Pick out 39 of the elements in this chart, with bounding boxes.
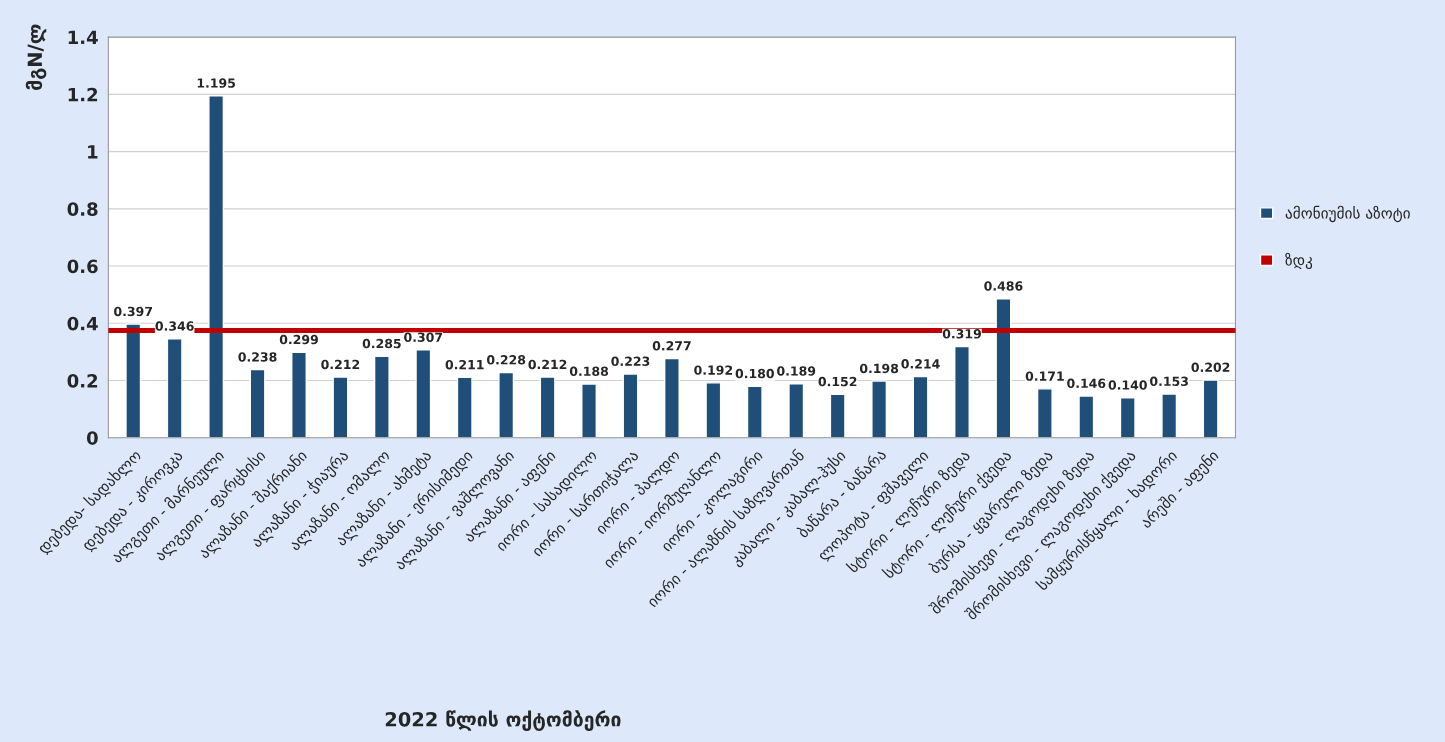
y-tick-label: 0.4 [67,316,98,331]
data-label: 0.486 [984,281,1023,291]
y-tick-label: 1 [88,145,98,159]
data-label: 0.188 [569,366,609,376]
legend-label: ამონიუმის აზოტი [1285,205,1410,223]
y-tick-label: 0.6 [67,259,98,274]
data-label: 0.299 [279,334,318,345]
y-tick-label: 0.8 [67,202,98,216]
data-label: 0.189 [777,366,816,376]
data-label: 0.152 [818,376,857,387]
data-label: 0.212 [528,359,567,370]
y-tick-label: 1.2 [68,87,98,102]
data-label: 0.180 [735,368,774,379]
data-label: 0.228 [487,355,526,365]
data-label: 0.285 [362,338,401,349]
data-label: 0.238 [238,352,277,362]
data-label: 0.223 [611,356,650,366]
legend-label: ზდკ [1285,252,1313,270]
data-label: 0.319 [942,329,981,339]
data-label: 0.202 [1191,362,1230,372]
data-label: 0.211 [445,359,484,370]
y-tick-label: 0.2 [67,374,98,388]
data-label: 1.195 [197,78,236,88]
y-tick-label: 1.4 [68,30,98,44]
data-label: 0.153 [1150,376,1188,387]
data-label: 0.307 [404,332,443,342]
data-label: 0.192 [694,365,733,375]
data-label: 0.198 [859,363,899,374]
data-label: 0.140 [1108,380,1147,390]
data-label: 0.397 [114,306,153,317]
data-label: 0.277 [652,341,691,351]
y-tick-label: 0 [86,431,98,445]
x-axis-title: 2022 წლის ოქტომბერი [385,710,621,731]
y-axis-title: მგN/ლ [25,24,47,90]
data-label: 0.146 [1067,378,1106,389]
data-label: 0.214 [901,359,940,369]
data-label: 0.346 [155,321,194,331]
data-label: 0.171 [1025,371,1064,381]
data-label: 0.212 [321,359,360,370]
